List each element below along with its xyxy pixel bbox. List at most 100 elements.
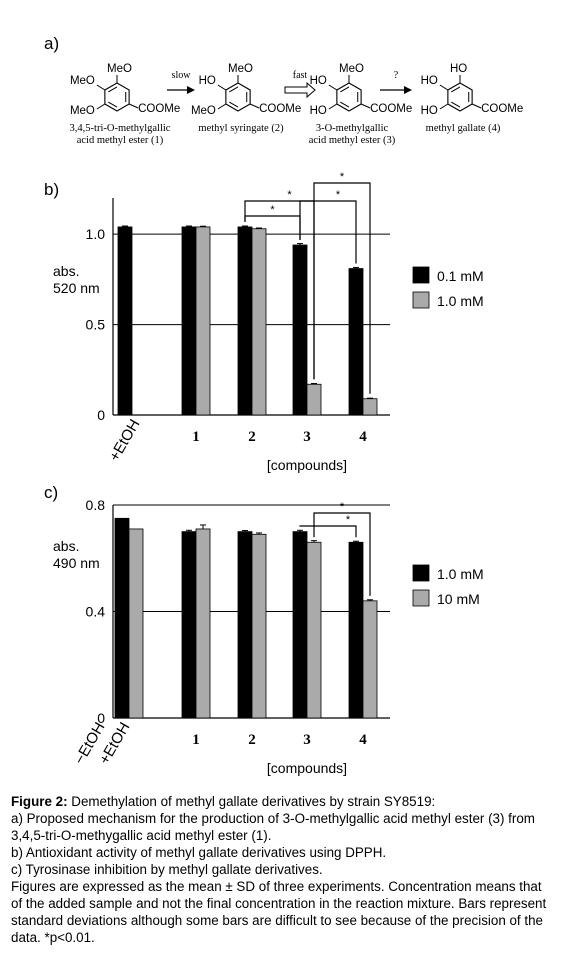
compound-name: acid methyl ester (3) bbox=[309, 135, 396, 146]
x-tick-label: 3 bbox=[303, 732, 311, 748]
x-tick-label: 3 bbox=[303, 429, 311, 445]
x-tick-label: 4 bbox=[359, 732, 367, 748]
caption-line-a: a) Proposed mechanism for the production… bbox=[11, 811, 535, 843]
ester-group: COOMe bbox=[259, 103, 301, 115]
substituent-lower-left: HO bbox=[421, 105, 438, 117]
legend-swatch bbox=[412, 266, 430, 284]
substituent-upper-left: MeO bbox=[70, 75, 95, 87]
legend-swatch bbox=[412, 589, 430, 607]
double-bond bbox=[340, 86, 350, 93]
bar-2-1.0 mM bbox=[251, 228, 267, 416]
caption-notes: Figures are expressed as the mean ± SD o… bbox=[11, 879, 547, 945]
legend-label: 0.1 mM bbox=[437, 268, 484, 284]
caption-title-text: Demethylation of methyl gallate derivati… bbox=[67, 794, 436, 809]
legend-label: 1.0 mM bbox=[437, 566, 484, 582]
x-tick-label: 2 bbox=[248, 429, 256, 445]
x-axis-label: [compounds] bbox=[267, 457, 347, 473]
bond-upper-left bbox=[328, 84, 338, 91]
compound-name: acid methyl ester (1) bbox=[77, 135, 164, 146]
bar-4-10 mM bbox=[362, 600, 378, 719]
y-tick-label: 0.4 bbox=[86, 604, 106, 620]
double-bond bbox=[340, 101, 350, 108]
significance-star: * bbox=[340, 171, 345, 183]
significance-bracket bbox=[313, 512, 371, 596]
double-bond bbox=[229, 86, 239, 93]
significance-star: * bbox=[346, 514, 351, 526]
bond-lower-left bbox=[439, 103, 449, 110]
bond-lower-left bbox=[328, 103, 338, 110]
double-bond bbox=[451, 101, 461, 108]
substituent-top: MeO bbox=[107, 63, 132, 75]
bond-upper-left bbox=[96, 84, 106, 91]
bar-4-1.0 mM bbox=[348, 541, 364, 719]
bar-−EtOH-10 mM bbox=[128, 528, 144, 719]
bar-1-10 mM bbox=[195, 528, 211, 719]
y-tick-label: 0 bbox=[97, 407, 105, 423]
double-bond bbox=[108, 101, 118, 108]
double-bond bbox=[229, 101, 239, 108]
y-axis-label: abs. bbox=[53, 538, 79, 554]
reaction-arrow-head bbox=[404, 86, 412, 94]
compound-1: MeO MeO MeO COOMe bbox=[70, 63, 180, 117]
significance-star: * bbox=[336, 189, 341, 201]
legend-label: 1.0 mM bbox=[437, 293, 484, 309]
bar-1-1.0 mM bbox=[181, 531, 197, 719]
bar-4-1.0 mM bbox=[362, 398, 378, 416]
y-tick-label: 0.5 bbox=[86, 317, 106, 333]
y-axis-label: abs. bbox=[53, 263, 79, 279]
compound-name: 3,4,5-tri-O-methylgallic bbox=[70, 123, 171, 134]
compound-name: methyl syringate (2) bbox=[198, 123, 284, 134]
compound-name: 3-O-methylgallic bbox=[316, 123, 389, 134]
bar-3-0.1 mM bbox=[292, 244, 308, 416]
bar-+EtOH-0.1 mM bbox=[117, 226, 133, 416]
ester-group: COOMe bbox=[370, 103, 412, 115]
bar-2-10 mM bbox=[251, 533, 267, 719]
bar-2-1.0 mM bbox=[237, 531, 253, 719]
bond-ester bbox=[471, 103, 482, 109]
reaction-arrow-fast bbox=[284, 81, 316, 99]
panel-label: c) bbox=[44, 483, 58, 502]
bar-1-0.1 mM bbox=[181, 226, 197, 416]
bond-ester bbox=[360, 103, 371, 109]
substituent-top: MeO bbox=[339, 63, 364, 75]
legend-swatch bbox=[412, 291, 430, 309]
substituent-top: HO bbox=[450, 63, 467, 75]
compound-3: MeO HO HO COOMe bbox=[310, 63, 413, 117]
substituent-lower-left: MeO bbox=[191, 105, 216, 117]
y-tick-label: 1.0 bbox=[86, 226, 106, 242]
bond-lower-left bbox=[217, 103, 227, 110]
panel-label-a: a) bbox=[44, 34, 59, 53]
significance-star: * bbox=[287, 189, 292, 201]
bar-4-0.1 mM bbox=[348, 268, 364, 416]
chart-antioxidant: b) 0 0.5 1.0 abs.520 nm +EtOH 1 2 3 4 [compounds] 0… bbox=[44, 171, 484, 473]
x-axis-label: [compounds] bbox=[267, 760, 347, 776]
substituent-upper-left: HO bbox=[199, 75, 216, 87]
y-tick-label: 0.8 bbox=[86, 497, 106, 513]
bar-3-10 mM bbox=[306, 541, 322, 719]
legend-label: 10 mM bbox=[437, 591, 480, 607]
double-bond bbox=[451, 86, 461, 93]
bond-upper-left bbox=[439, 84, 449, 91]
significance-star: * bbox=[270, 204, 275, 216]
significance-bracket bbox=[313, 182, 371, 394]
arrow-label: ? bbox=[394, 70, 399, 81]
figure-caption: Figure 2: Demethylation of methyl gallat… bbox=[11, 793, 554, 946]
bar-3-1.0 mM bbox=[292, 531, 308, 719]
x-tick-label: 1 bbox=[192, 732, 200, 748]
compound-name: methyl gallate (4) bbox=[426, 123, 501, 134]
y-axis-label: 490 nm bbox=[53, 555, 100, 571]
reaction-arrow-head bbox=[187, 86, 195, 94]
ester-group: COOMe bbox=[481, 103, 523, 115]
reaction-scheme: a) MeO MeO MeO COOMe 3,4,5-tri-O-methylgallic… bbox=[44, 34, 524, 146]
substituent-upper-left: HO bbox=[310, 75, 327, 87]
bar-2-0.1 mM bbox=[237, 226, 253, 416]
significance-bracket bbox=[299, 525, 357, 538]
compound-4: HO HO HO COOMe bbox=[421, 63, 524, 117]
substituent-lower-left: HO bbox=[310, 105, 327, 117]
substituent-lower-left: MeO bbox=[70, 105, 95, 117]
bond-ester bbox=[128, 103, 139, 109]
bond-upper-left bbox=[217, 84, 227, 91]
y-tick-label: 0 bbox=[97, 710, 105, 726]
